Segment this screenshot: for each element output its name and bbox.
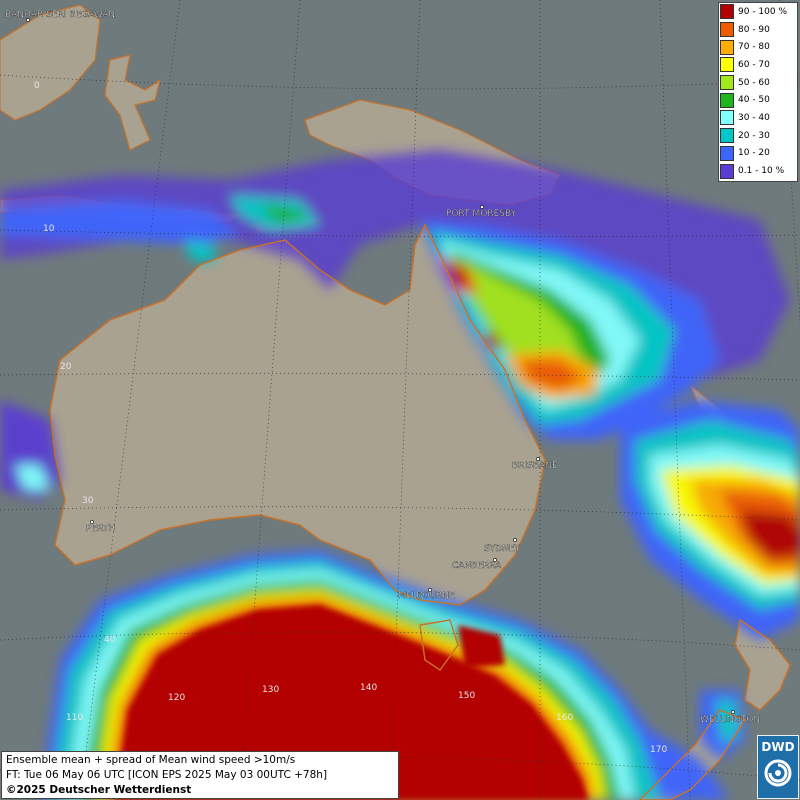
legend-swatch <box>720 57 734 73</box>
grid-label-160: 160 <box>556 713 573 723</box>
legend-swatch <box>720 4 734 20</box>
legend-label: 20 - 30 <box>738 130 770 141</box>
city-label-melbourne: MELBOURNE <box>398 591 455 601</box>
legend-row: 90 - 100 % <box>719 3 797 21</box>
legend-row: 20 - 30 <box>719 127 797 145</box>
city-label-wellington: WELLINGTON <box>700 715 760 725</box>
legend-row: 50 - 60 <box>719 74 797 92</box>
city-label-canberra: CANBERRA <box>452 561 502 571</box>
city-labels: BANDAR SERI BEGAWAN PORT MORESBY BRISBAN… <box>5 10 760 725</box>
sulawesi-land <box>104 54 161 151</box>
city-markers <box>26 18 735 714</box>
legend-row: 60 - 70 <box>719 56 797 74</box>
grid-label-170: 170 <box>650 745 667 755</box>
grid-label-0: 0 <box>34 81 40 91</box>
legend-label: 0.1 - 10 % <box>738 166 785 177</box>
probability-legend: 90 - 100 % 80 - 90 70 - 80 60 - 70 50 - 60 40… <box>718 2 798 182</box>
legend-label: 70 - 80 <box>738 42 770 53</box>
legend-swatch <box>720 128 734 144</box>
city-label-brisbane: BRISBANE <box>512 461 558 471</box>
coastlines <box>49 223 791 800</box>
legend-row: 0.1 - 10 % <box>719 162 797 180</box>
legend-label: 90 - 100 % <box>738 6 788 17</box>
legend-label: 10 - 20 <box>738 148 770 159</box>
legend-swatch <box>720 145 734 161</box>
legend-swatch <box>720 92 734 108</box>
grid-label-30: 30 <box>82 496 94 506</box>
grid-labels: 0 10 20 30 40 110 120 130 140 150 160 17… <box>34 81 667 755</box>
legend-swatch <box>720 163 734 179</box>
borneo-land <box>0 4 101 121</box>
legend-row: 80 - 90 <box>719 21 797 39</box>
legend-label: 40 - 50 <box>738 95 770 106</box>
grid-label-140: 140 <box>360 683 377 693</box>
legend-row: 70 - 80 <box>719 38 797 56</box>
city-label-sydney: SYDNEY <box>484 544 521 554</box>
legend-label: 50 - 60 <box>738 77 770 88</box>
legend-row: 10 - 20 <box>719 145 797 163</box>
grid-label-110: 110 <box>66 713 83 723</box>
grid-label-130: 130 <box>262 685 279 695</box>
wind-probability-overlay <box>0 150 800 800</box>
legend-swatch <box>720 39 734 55</box>
legend-swatch <box>720 75 734 91</box>
dwd-logo: DWD <box>757 735 799 799</box>
city-label-bandar-seri-begawan: BANDAR SERI BEGAWAN <box>5 10 115 20</box>
info-box: Ensemble mean + spread of Mean wind spee… <box>1 751 399 799</box>
grid-label-10: 10 <box>43 224 55 234</box>
legend-swatch <box>720 110 734 126</box>
legend-row: 40 - 50 <box>719 91 797 109</box>
info-forecast-time: FT: Tue 06 May 06 UTC [ICON EPS 2025 May… <box>6 769 328 781</box>
grid-label-120: 120 <box>168 693 185 703</box>
grid-label-20: 20 <box>60 362 72 372</box>
legend-label: 30 - 40 <box>738 112 770 123</box>
grid-label-150: 150 <box>458 691 475 701</box>
legend-row: 30 - 40 <box>719 109 797 127</box>
legend-label: 80 - 90 <box>738 24 770 35</box>
city-label-port-moresby: PORT MORESBY <box>446 209 517 219</box>
info-title: Ensemble mean + spread of Mean wind spee… <box>6 754 296 766</box>
grid-label-40: 40 <box>104 635 116 645</box>
dwd-swirl-icon <box>764 759 792 787</box>
dwd-logo-text: DWD <box>761 740 795 754</box>
city-label-perth: PERTH <box>86 524 115 534</box>
legend-label: 60 - 70 <box>738 59 770 70</box>
info-copyright: ©2025 Deutscher Wetterdienst <box>6 784 192 796</box>
legend-swatch <box>720 22 734 38</box>
